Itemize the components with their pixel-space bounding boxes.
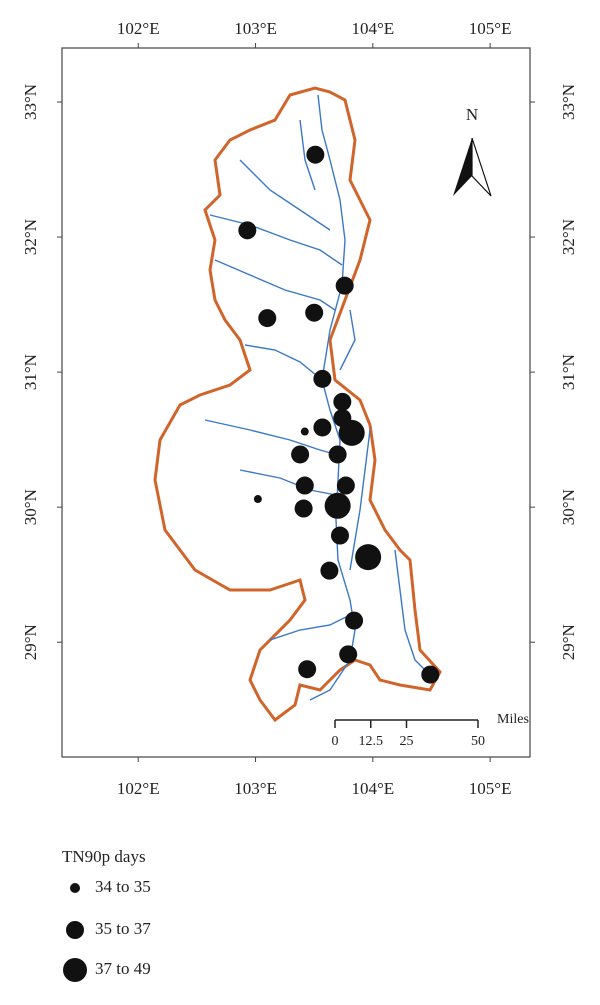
station [345,611,364,630]
station [338,419,365,446]
station [355,544,382,571]
scale-label: 0 [332,734,339,749]
legend-label: 34 to 35 [95,877,151,896]
lon-tick-label: 102°E [117,779,160,798]
lon-tick-label: 105°E [469,19,512,38]
lat-tick-label: 32°N [21,219,40,255]
rivers [204,94,431,701]
compass-arrow [453,138,472,196]
station [328,445,347,464]
scale-label: 25 [400,734,414,749]
station [291,445,310,464]
station [330,526,349,545]
station [298,660,317,679]
station [320,561,339,580]
legend-symbol [70,883,80,893]
station [336,476,355,495]
station [238,221,257,240]
station [333,392,352,411]
lat-tick-label: 29°N [559,624,578,660]
station [295,476,314,495]
lat-tick-label: 31°N [21,354,40,390]
lat-tick-label: 30°N [21,489,40,525]
station [313,369,332,388]
lat-tick-label: 32°N [559,219,578,255]
north-label: N [466,105,478,124]
lon-tick-label: 104°E [351,779,394,798]
station [300,427,309,436]
station [306,145,325,164]
scale-unit: Miles [497,712,529,727]
map-frame [61,47,531,758]
legend-symbol [66,921,84,939]
station [324,492,351,519]
scale-label: 12.5 [359,734,384,749]
station [335,276,354,295]
lat-tick-label: 29°N [21,624,40,660]
station [339,645,358,664]
lon-tick-label: 103°E [234,779,277,798]
legend-label: 37 to 49 [95,959,151,978]
lat-tick-label: 31°N [559,354,578,390]
basin-boundary [153,86,442,723]
lon-tick-label: 104°E [351,19,394,38]
station [305,303,324,322]
station [313,418,332,437]
station [258,309,277,328]
legend-title: TN90p days [62,847,146,866]
scale-label: 50 [471,734,485,749]
legend-label: 35 to 37 [95,919,151,938]
station [294,499,313,518]
lon-tick-label: 105°E [469,779,512,798]
lat-tick-label: 33°N [21,84,40,120]
station [253,495,262,504]
lat-tick-label: 33°N [559,84,578,120]
lon-tick-label: 103°E [234,19,277,38]
compass-arrow [471,137,492,197]
station [421,665,440,684]
lat-tick-label: 30°N [559,489,578,525]
legend-symbol [63,958,87,982]
lon-tick-label: 102°E [117,19,160,38]
